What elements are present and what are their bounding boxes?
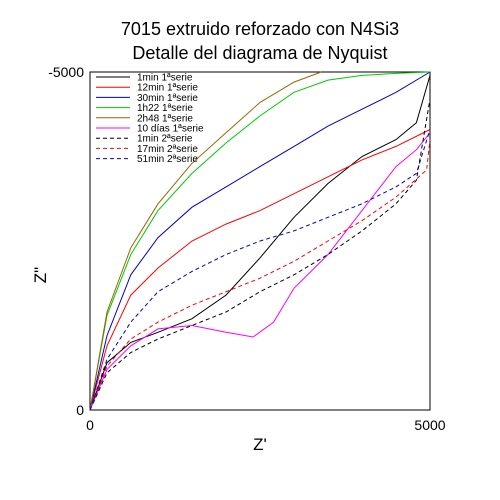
y-tick-label-bottom: 0	[76, 402, 84, 418]
series-line-1	[89, 75, 431, 411]
series-line-5	[89, 71, 322, 411]
legend-label-8: 17min 2ªserie	[137, 144, 198, 155]
x-tick-label-left: 0	[86, 417, 94, 433]
series-line-2	[89, 129, 431, 411]
legend-label-7: 1min 2ªserie	[137, 134, 193, 145]
series-line-9	[89, 129, 431, 411]
series-layer	[89, 71, 431, 411]
series-line-7	[89, 98, 431, 411]
legend-label-2: 12min 1ªserie	[137, 83, 198, 94]
legend-label-3: 30min 1ªserie	[137, 93, 198, 104]
series-line-4	[89, 71, 431, 411]
series-line-8	[89, 139, 431, 411]
series-line-3	[89, 71, 431, 411]
legend-label-5: 2h48 1ªserie	[137, 113, 193, 124]
x-axis-label: Z'	[253, 435, 267, 454]
legend-label-6: 10 días 1ªserie	[137, 124, 204, 135]
legend-label-1: 1min 1ªserie	[137, 73, 193, 84]
chart-title-line-2: Detalle del diagrama de Nyquist	[132, 43, 387, 63]
x-tick-label-right: 5000	[414, 417, 445, 433]
legend-label-9: 51min 2ªserie	[137, 154, 198, 165]
y-tick-label-top: -5000	[48, 64, 84, 80]
series-line-6	[89, 132, 431, 411]
chart-title-line-1: 7015 extruido reforzado con N4Si3	[121, 19, 399, 39]
legend-label-4: 1h22 1ªserie	[137, 103, 193, 114]
y-axis-label: Z"	[31, 267, 50, 283]
